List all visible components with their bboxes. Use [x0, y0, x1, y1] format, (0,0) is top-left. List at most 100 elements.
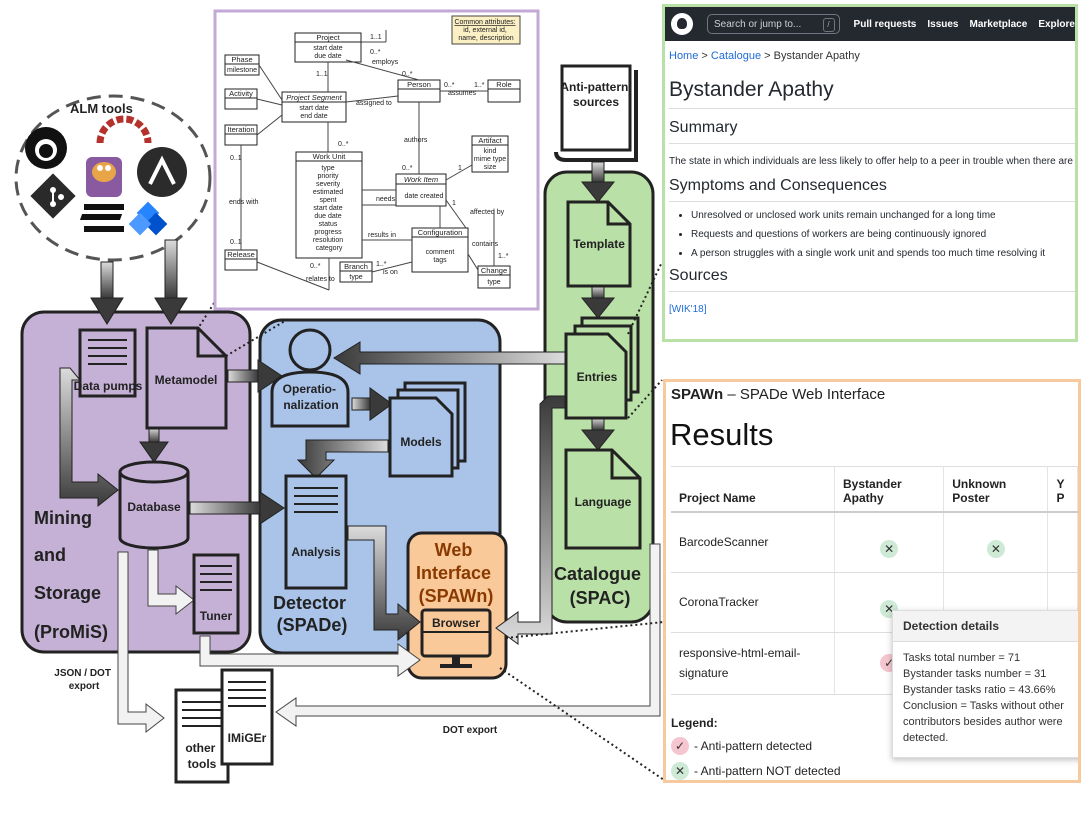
imiger-document-icon [220, 668, 274, 766]
summary-heading: Summary [669, 119, 738, 136]
uml-project-segment-name: Project Segment [286, 93, 342, 102]
dot-export-label: DOT export [443, 725, 498, 736]
arrow-browser-to-imiger [275, 543, 661, 727]
spawn-header: SPAWn – SPADe Web Interface [671, 386, 1078, 403]
antipattern-sources-label: Anti-pattern sources [560, 80, 631, 109]
arrow-database-to-other-tools [117, 551, 165, 734]
other-tools-label-line: tools [188, 757, 217, 771]
data-pumps-label: Data pumps [74, 379, 143, 393]
uml-activity-name: Activity [229, 89, 253, 98]
uml-edge-relates-to: relates to [306, 276, 335, 283]
not-detected-icon[interactable]: ✕ [986, 540, 1005, 559]
page-title: Bystander Apathy [669, 78, 834, 101]
json-dot-export-label-line: export [69, 681, 100, 692]
uml-project-attr: due date [314, 53, 341, 60]
results-title: Results [670, 417, 774, 452]
uml-artifact-name: Artifact [478, 136, 502, 145]
uml-edge-needs: needs [376, 196, 396, 203]
not-detected-icon[interactable]: ✕ [880, 540, 899, 559]
uml-work-unit-attr: progress [314, 229, 342, 236]
web-interface-label-line: (SPAWn) [419, 586, 494, 606]
breadcrumb-catalogue[interactable]: Catalogue [710, 50, 762, 62]
legend-title: Legend: [671, 716, 718, 730]
uml-branch-attr: type [349, 274, 362, 281]
arrow-operationalization-to-models [351, 387, 393, 421]
language-document-icon [564, 448, 642, 550]
arrow-datapumps-to-database [59, 367, 119, 508]
catalogue-label: Catalogue (SPAC) [554, 564, 646, 608]
nav-issues[interactable]: Issues [927, 18, 959, 30]
tooltip-line: Bystander tasks number = 31 [903, 668, 1047, 680]
uml-edge-contains: contains [472, 241, 499, 248]
nav-pull-requests[interactable]: Pull requests [853, 18, 917, 30]
github-search-input[interactable]: Search or jump to... / [707, 14, 840, 34]
promis-label-line: Storage [34, 583, 101, 603]
detector-label: Detector (SPADe) [273, 593, 351, 635]
arrow-entries-to-operationalization [333, 341, 567, 375]
data-pumps-document-icon [78, 328, 137, 398]
column-header-project-name[interactable]: Project Name [671, 466, 836, 513]
breadcrumb-home[interactable]: Home [669, 50, 699, 62]
operationalization-label-line: Operatio- [283, 382, 336, 396]
divider [669, 291, 1075, 292]
nav-marketplace[interactable]: Marketplace [969, 18, 1028, 30]
alm-tools-label: ALM tools [70, 101, 133, 116]
uml-configuration-name: Configuration [418, 228, 463, 237]
project-name-cell: CoronaTracker [671, 572, 836, 633]
uml-branch-name: Branch [344, 262, 368, 271]
source-link[interactable]: [WIK'18] [669, 304, 707, 315]
book-icon [554, 64, 638, 162]
legend-detected-label: - Anti-pattern detected [694, 739, 813, 753]
tooltip-body: Tasks total number = 71 Bystander tasks … [893, 642, 1078, 754]
uml-work-unit-attr: severity [316, 181, 341, 188]
uml-project-name: Project [316, 33, 340, 42]
uml-edge-assigned-to: assigned to [356, 100, 392, 107]
arrow-alm-to-metamodel [154, 239, 188, 325]
template-document-icon [566, 200, 632, 288]
nav-explore[interactable]: Explore [1038, 18, 1075, 30]
uml-multiplicity: 0..* [402, 71, 413, 78]
uml-artifact-attr: kind [484, 148, 497, 155]
person-icon [270, 328, 350, 428]
uml-multiplicity: 0..* [370, 49, 381, 56]
uml-edge-employs: employs [372, 59, 399, 66]
project-name-cell: responsive-html-email-signature [671, 632, 836, 695]
arrow-sources-to-template [580, 161, 616, 203]
uml-multiplicity: 0..* [310, 263, 321, 270]
detector-label-line: Detector [273, 593, 346, 613]
browser-label: Browser [432, 616, 480, 630]
common-attributes-note: Common attributes: id, external id, name… [454, 19, 517, 42]
uml-multiplicity: 1 [458, 165, 462, 172]
legend-not-detected-label: - Anti-pattern NOT detected [694, 764, 841, 778]
models-label: Models [400, 435, 442, 449]
dotted-connector [196, 299, 217, 331]
project-name-cell: BarcodeScanner [671, 512, 836, 573]
summary-text: The state in which individuals are less … [669, 156, 1075, 167]
github-tool-icon [25, 127, 67, 169]
uml-change-name: Change [481, 266, 507, 275]
uml-artifact-attr: size [484, 164, 497, 171]
imiger-label: IMiGEr [228, 731, 267, 745]
breadcrumb-current: Bystander Apathy [773, 50, 860, 62]
arrow-database-to-analysis [189, 491, 285, 525]
github-topbar: Search or jump to... / Pull requests Iss… [665, 7, 1075, 41]
dotted-connector [505, 621, 665, 639]
github-logo-icon[interactable] [671, 13, 693, 35]
arrow-metamodel-to-operationalization [227, 359, 283, 393]
column-header-bystander-apathy[interactable]: Bystander Apathy [834, 466, 945, 513]
uml-work-unit-attr: spent [319, 197, 336, 204]
spawn-subtitle: – SPADe Web Interface [723, 386, 886, 403]
detected-icon: ✓ [671, 737, 689, 755]
metamodel-document-icon [145, 326, 228, 430]
divider [669, 201, 1075, 202]
uml-work-unit-attr: due date [314, 213, 341, 220]
operationalization-label-line: nalization [283, 398, 338, 412]
catalogue-label-line: (SPAC) [570, 588, 631, 608]
result-cell: ✕ [834, 512, 945, 573]
data-pumps-label-line: Data pumps [74, 379, 143, 393]
uml-edge-affected-by: affected by [470, 209, 505, 216]
uml-project-segment-attr: start date [299, 105, 328, 112]
column-header-unknown-poster[interactable]: Unknown Poster [943, 466, 1049, 513]
spawn-brand[interactable]: SPAWn [671, 386, 724, 403]
column-header-next[interactable]: Y P [1047, 466, 1078, 513]
